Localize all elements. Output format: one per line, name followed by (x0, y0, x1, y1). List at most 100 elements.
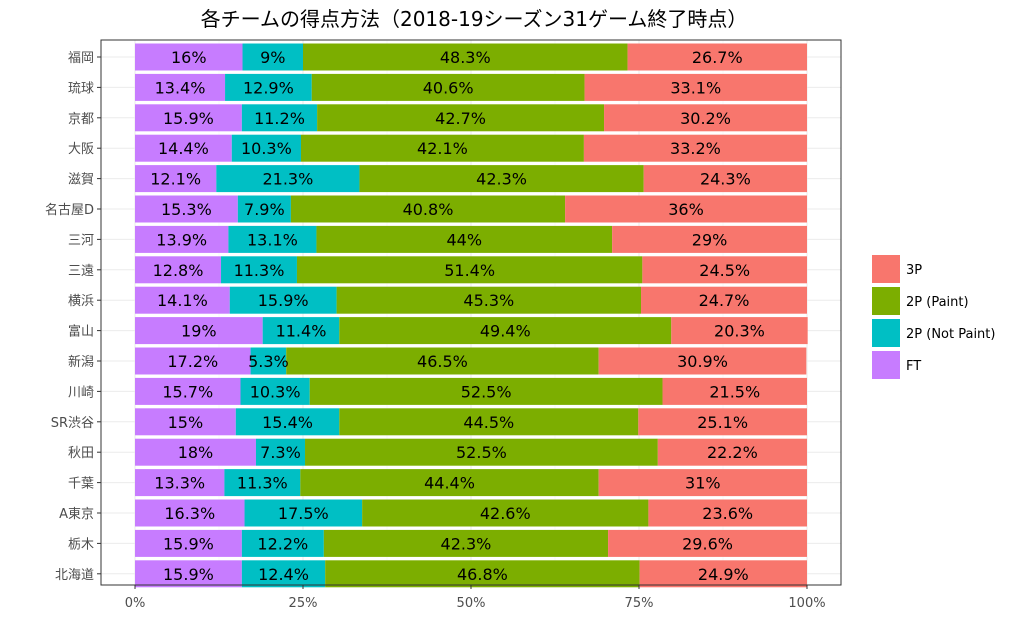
bar-segment (612, 225, 807, 253)
data-label: 19% (181, 322, 217, 341)
data-label: 16.3% (164, 504, 215, 523)
bar-segment (237, 195, 291, 223)
bar-segment (643, 165, 807, 193)
data-label: 11.4% (276, 322, 327, 341)
bar-segment (225, 73, 312, 101)
bar-segment (642, 256, 807, 284)
data-label: 45.3% (463, 291, 514, 310)
bar-segment (135, 195, 238, 223)
data-label: 40.8% (403, 200, 454, 219)
legend: 3P 2P (Paint) 2P (Not Paint) FT (872, 255, 995, 379)
chart-title: 各チームの得点方法（2018-19シーズン31ゲーム終了時点） (201, 7, 748, 31)
data-label: 12.4% (258, 565, 309, 584)
bar-segment (311, 73, 585, 101)
bar-segment (641, 286, 807, 314)
data-label: 25.1% (697, 413, 748, 432)
data-label: 52.5% (456, 443, 507, 462)
data-label: 14.4% (158, 139, 209, 158)
data-label: 29% (692, 230, 728, 249)
bar-segment (296, 256, 643, 284)
bar-segment (317, 104, 605, 132)
data-label: 13.1% (247, 230, 298, 249)
data-label: 15.7% (162, 382, 213, 401)
bar-segment (286, 347, 599, 375)
bar-segment (135, 104, 242, 132)
y-tick-label: 三遠 (68, 264, 94, 279)
bar-segment (135, 286, 230, 314)
data-label: 15% (168, 413, 204, 432)
data-label: 24.5% (699, 261, 750, 280)
y-tick-label: 大阪 (68, 142, 94, 157)
bar-segment (216, 165, 360, 193)
data-label: 15.9% (163, 109, 214, 128)
bar-segment (135, 438, 256, 466)
bar-segment (339, 408, 639, 436)
bar-segment (242, 43, 303, 71)
data-label: 36% (668, 200, 704, 219)
data-label: 13.4% (155, 78, 206, 97)
bar-segment (135, 165, 217, 193)
y-tick-label: 北海道 (55, 568, 94, 583)
data-label: 26.7% (692, 48, 743, 67)
x-tick-label: 50% (457, 596, 486, 611)
bar-segment (262, 317, 340, 345)
data-label: 21.5% (709, 382, 760, 401)
data-label: 22.2% (707, 443, 758, 462)
data-label: 14.1% (157, 291, 208, 310)
bar-segment (359, 165, 644, 193)
y-tick-label: A東京 (59, 506, 94, 522)
data-label: 15.9% (258, 291, 309, 310)
data-label: 44% (446, 230, 482, 249)
bar-segment (135, 134, 232, 162)
data-label: 24.3% (700, 170, 751, 189)
y-tick-label: 秋田 (68, 446, 94, 461)
x-tick-label: 25% (289, 596, 318, 611)
data-label: 17.5% (278, 504, 329, 523)
bar-segment (598, 469, 807, 497)
data-label: 42.1% (417, 139, 468, 158)
bar-segment (135, 347, 251, 375)
bar-segment (303, 43, 628, 71)
bar-segment (671, 317, 808, 345)
bar-segment (135, 73, 226, 101)
bar-segment (241, 529, 324, 557)
bar-segment (135, 377, 241, 405)
bar-segment (583, 134, 807, 162)
bar-segment (639, 560, 807, 588)
data-label: 33.2% (670, 139, 721, 158)
bar-segment (316, 225, 613, 253)
bar-segment (135, 256, 222, 284)
y-tick-label: SR渋谷 (51, 416, 94, 431)
data-label: 24.7% (699, 291, 750, 310)
bar-segment (638, 408, 807, 436)
data-label: 48.3% (440, 48, 491, 67)
bar-segment (135, 499, 245, 527)
y-tick-label: 名古屋D (45, 202, 94, 218)
legend-label: 2P (Paint) (906, 295, 969, 310)
data-label: 23.6% (702, 504, 753, 523)
data-label: 15.4% (262, 413, 313, 432)
bar-segment (135, 317, 263, 345)
bar-segment (657, 438, 807, 466)
bar-labels: 16% 9% 48.3% 26.7% 13.4% 12.9% 40.6% 33.1% 15.9%… (150, 48, 765, 584)
data-label: 10.3% (250, 382, 301, 401)
bar-segment (604, 104, 807, 132)
data-label: 30.9% (677, 352, 728, 371)
y-tick-label: 新潟 (68, 354, 94, 370)
bar-segment (598, 347, 807, 375)
legend-label: 2P (Not Paint) (906, 327, 995, 342)
y-tick-label: 福岡 (68, 51, 94, 66)
data-label: 12.8% (153, 261, 204, 280)
data-label: 11.3% (237, 474, 288, 493)
data-label: 44.4% (424, 474, 475, 493)
bar-segment (608, 529, 807, 557)
bar-segment (325, 560, 640, 588)
data-label: 18% (178, 443, 214, 462)
bar-segment (565, 195, 807, 223)
y-tick-label: 千葉 (68, 477, 94, 492)
bar-segment (135, 408, 236, 436)
data-label: 29.6% (682, 534, 733, 553)
data-label: 12.9% (243, 78, 294, 97)
bar-segment (231, 134, 301, 162)
